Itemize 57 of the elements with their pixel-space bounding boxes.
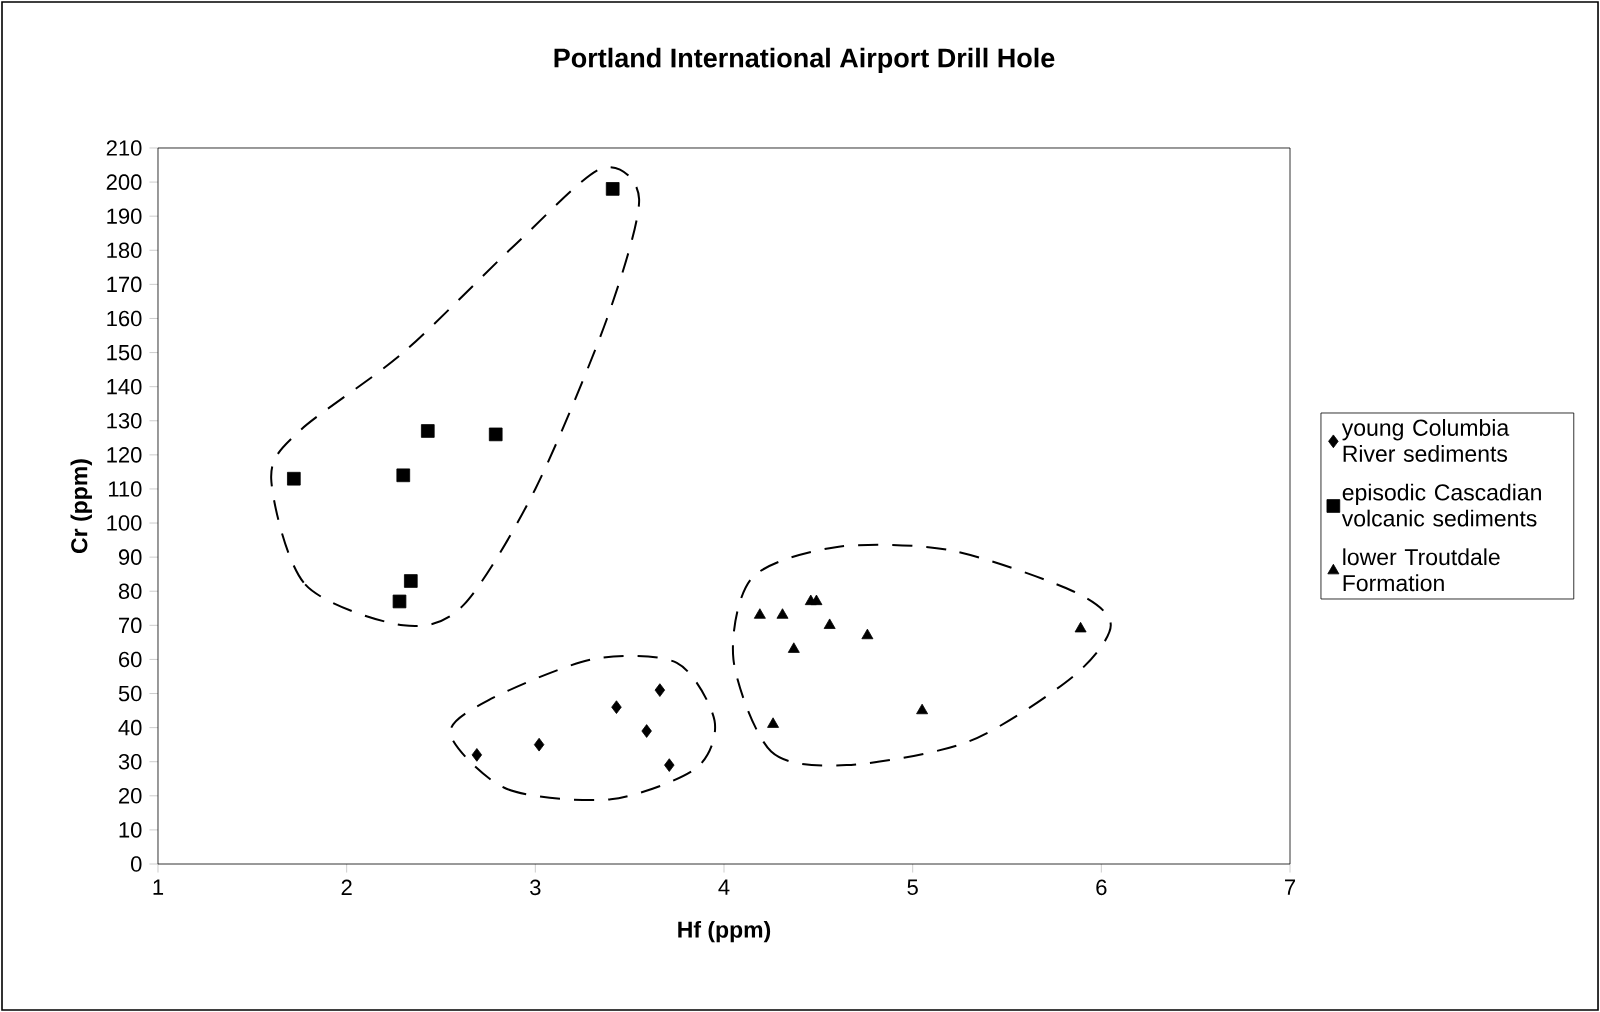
- y-tick-label: 110: [108, 481, 142, 497]
- y-tick-label: 130: [107, 412, 142, 429]
- point: [421, 424, 435, 438]
- x-tick-label: 4: [718, 879, 730, 895]
- point: [533, 737, 545, 752]
- y-tick-label: 120: [107, 447, 142, 463]
- x-tick-label: 1: [153, 879, 164, 895]
- y-tick-label: 90: [118, 549, 142, 565]
- point: [810, 594, 823, 606]
- point: [404, 574, 418, 588]
- y-tick-label: 170: [107, 276, 142, 293]
- chart-title: Portland International Airport Drill Hole: [554, 47, 1055, 73]
- point: [488, 427, 503, 442]
- legend-label: young Columbia River sediments: [1341, 419, 1510, 462]
- y-tick-label: 150: [107, 344, 142, 361]
- y-axis-title: Cr (ppm): [70, 459, 92, 553]
- x-tick-label: 3: [530, 879, 541, 896]
- point: [823, 618, 836, 629]
- point: [664, 758, 675, 772]
- legend-label: episodic Cascadian volcanic sediments: [1341, 483, 1541, 527]
- point: [861, 628, 874, 640]
- point: [471, 748, 483, 762]
- point: [392, 594, 407, 609]
- x-axis-title: Hf (ppm): [678, 920, 771, 943]
- y-tick-label: 100: [107, 515, 142, 531]
- point: [396, 468, 411, 483]
- y-tick-label: 10: [119, 822, 142, 838]
- point: [776, 608, 789, 619]
- y-tick-label: 200: [106, 174, 142, 190]
- y-tick-label: 180: [107, 242, 142, 259]
- point: [753, 608, 766, 619]
- x-tick-label: 5: [907, 879, 918, 895]
- y-tick-label: 30: [118, 753, 142, 770]
- y-tick-label: 160: [107, 310, 142, 327]
- legend-label: lower Troutdale Formation: [1343, 548, 1500, 592]
- x-tick-label: 7: [1285, 879, 1296, 895]
- point: [611, 700, 622, 714]
- x-tick-label: 6: [1096, 879, 1107, 896]
- point: [787, 642, 800, 653]
- y-tick-label: 140: [107, 378, 142, 395]
- point: [605, 182, 620, 196]
- y-tick-label: 70: [119, 617, 142, 634]
- point: [916, 703, 929, 715]
- point: [1074, 621, 1087, 633]
- y-tick-label: 190: [107, 208, 142, 224]
- y-tick-label: 60: [119, 651, 142, 668]
- point: [641, 724, 652, 738]
- y-tick-label: 40: [118, 719, 142, 736]
- x-tick-label: 2: [341, 879, 352, 895]
- y-tick-label: 80: [118, 583, 142, 600]
- y-tick-label: 210: [106, 140, 142, 156]
- point: [767, 717, 780, 728]
- point: [654, 683, 666, 697]
- y-tick-label: 0: [131, 856, 142, 872]
- y-tick-label: 50: [118, 685, 142, 702]
- point: [287, 471, 301, 486]
- y-tick-label: 20: [119, 788, 142, 804]
